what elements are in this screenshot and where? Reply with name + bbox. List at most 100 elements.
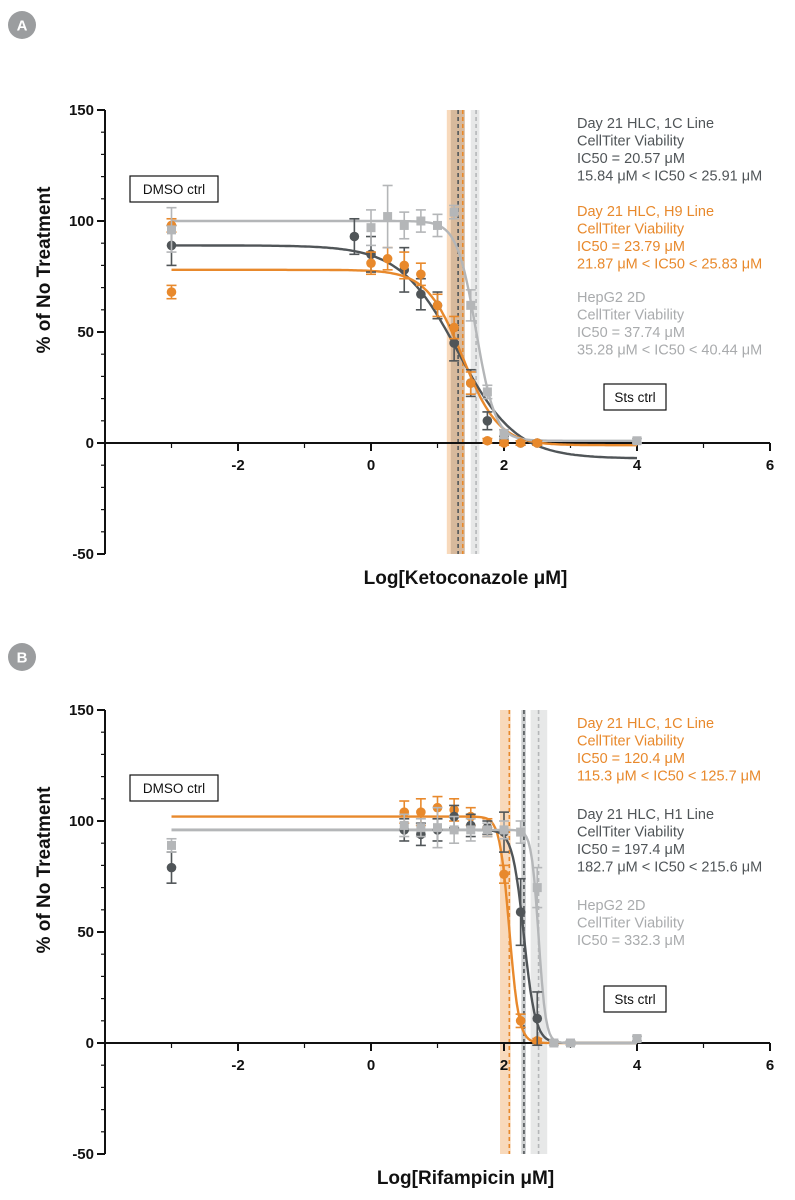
data-point bbox=[416, 289, 426, 300]
data-point bbox=[366, 223, 376, 233]
x-axis-title: Log[Rifampicin μM] bbox=[377, 1168, 554, 1189]
ic50-annotation-line: CellTiter Viability bbox=[577, 734, 685, 750]
data-point bbox=[416, 807, 426, 817]
data-point bbox=[499, 825, 509, 835]
x-tick-label: 4 bbox=[633, 1057, 642, 1074]
x-axis-title: Log[Ketoconazole μM] bbox=[364, 568, 568, 589]
ic50-annotation-line: IC50 = 23.79 μM bbox=[577, 239, 685, 255]
sts-ctrl-label: Sts ctrl bbox=[614, 992, 655, 1007]
data-point bbox=[532, 883, 542, 893]
ic50-annotation-line: IC50 = 120.4 μM bbox=[577, 751, 685, 767]
panel-A: A -50 0 50 100 150 -2 0 2 4 6 Log[Ketoconazole μM]%… bbox=[8, 11, 774, 589]
data-point bbox=[532, 438, 543, 448]
data-point bbox=[382, 253, 393, 264]
x-tick-label: 2 bbox=[500, 1057, 508, 1074]
y-tick-label: 50 bbox=[77, 324, 94, 341]
data-point bbox=[416, 269, 426, 280]
y-tick-label: -50 bbox=[72, 546, 94, 563]
ic50-annotation-line: IC50 = 20.57 μM bbox=[577, 151, 685, 167]
data-point bbox=[466, 825, 476, 835]
ic50-annotation-line: 21.87 μM < IC50 < 25.83 μM bbox=[577, 257, 762, 273]
data-point bbox=[449, 322, 459, 333]
fit-curve bbox=[171, 828, 637, 1045]
y-tick-label: 0 bbox=[86, 1035, 94, 1052]
sts-ctrl-box bbox=[603, 383, 667, 411]
data-point bbox=[399, 220, 409, 230]
data-point bbox=[399, 260, 410, 271]
y-tick-label: 100 bbox=[69, 813, 94, 830]
x-tick-label: 2 bbox=[500, 457, 508, 474]
data-point bbox=[482, 387, 492, 397]
dmso-ctrl-label: DMSO ctrl bbox=[143, 781, 205, 796]
data-point bbox=[399, 820, 409, 830]
data-point bbox=[167, 840, 176, 850]
data-point bbox=[449, 338, 459, 348]
fit-curve bbox=[171, 828, 637, 1045]
ic50-annotation-line: HepG2 2D bbox=[577, 290, 646, 306]
ic50-annotation-line: IC50 = 197.4 μM bbox=[577, 842, 685, 858]
ic50-annotation-line: CellTiter Viability bbox=[577, 222, 685, 238]
data-point bbox=[482, 416, 493, 426]
data-point bbox=[166, 862, 177, 873]
ic50-annotation-line: 182.7 μM < IC50 < 215.6 μM bbox=[577, 860, 762, 876]
data-point bbox=[515, 1016, 526, 1026]
dmso-ctrl-box bbox=[129, 175, 219, 203]
data-point bbox=[366, 258, 376, 268]
ic50-annotation-line: CellTiter Viability bbox=[577, 308, 685, 324]
fit-curve bbox=[171, 268, 637, 447]
ic50-annotation-line: Day 21 HLC, 1C Line bbox=[577, 116, 714, 132]
y-tick-label: 0 bbox=[86, 435, 94, 452]
y-tick-label: 50 bbox=[77, 924, 94, 941]
data-point bbox=[499, 869, 509, 880]
data-point bbox=[482, 435, 493, 446]
data-point bbox=[499, 438, 509, 448]
y-tick-label: 150 bbox=[69, 702, 94, 719]
ic50-annotation-line: IC50 = 332.3 μM bbox=[577, 933, 685, 949]
x-tick-label: 0 bbox=[367, 1057, 375, 1074]
y-tick-label: -50 bbox=[72, 1146, 94, 1163]
data-point bbox=[383, 212, 393, 222]
data-point bbox=[499, 429, 509, 439]
y-tick-label: 100 bbox=[69, 213, 94, 230]
ic50-annotation-line: HepG2 2D bbox=[577, 898, 646, 914]
sts-ctrl-box bbox=[603, 985, 667, 1013]
ic50-annotation-line: 15.84 μM < IC50 < 25.91 μM bbox=[577, 169, 762, 185]
x-tick-label: 0 bbox=[367, 457, 375, 474]
data-point bbox=[349, 231, 360, 242]
ic50-annotation-line: CellTiter Viability bbox=[577, 825, 685, 841]
x-tick-label: 4 bbox=[633, 457, 642, 474]
ic50-annotation-line: Day 21 HLC, 1C Line bbox=[577, 716, 714, 732]
x-tick-label: 6 bbox=[766, 457, 774, 474]
data-point bbox=[449, 825, 459, 835]
data-point bbox=[549, 1038, 559, 1048]
data-point bbox=[167, 225, 176, 235]
data-point bbox=[516, 827, 526, 837]
ic50-annotation-line: 35.28 μM < IC50 < 40.44 μM bbox=[577, 343, 762, 359]
data-point bbox=[482, 825, 492, 835]
ic50-annotation-line: Day 21 HLC, H9 Line bbox=[577, 204, 714, 220]
x-tick-label: -2 bbox=[231, 457, 244, 474]
data-point bbox=[416, 216, 426, 226]
y-axis-title: % of No Treatment bbox=[34, 186, 55, 353]
y-axis-title: % of No Treatment bbox=[34, 786, 55, 953]
data-point bbox=[449, 207, 459, 217]
x-tick-label: -2 bbox=[231, 1057, 244, 1074]
data-point bbox=[566, 1038, 575, 1048]
panel-B: B -50 0 50 100 150 -2 0 2 4 6 Log[Rifampicin μM] % o… bbox=[8, 643, 774, 1189]
data-point bbox=[515, 907, 526, 917]
data-point bbox=[432, 300, 443, 311]
dmso-ctrl-label: DMSO ctrl bbox=[143, 182, 205, 197]
panel-label: B bbox=[17, 650, 28, 667]
ic50-ci-band bbox=[500, 710, 511, 1154]
fit-curve bbox=[171, 815, 637, 1045]
data-point bbox=[465, 378, 476, 388]
dmso-ctrl-box bbox=[129, 774, 219, 802]
sts-ctrl-label: Sts ctrl bbox=[614, 390, 655, 405]
data-point bbox=[416, 823, 426, 833]
data-point bbox=[515, 438, 526, 448]
data-point bbox=[433, 823, 442, 833]
ic50-annotation-line: CellTiter Viability bbox=[577, 916, 685, 932]
panel-badge bbox=[8, 643, 36, 671]
y-tick-label: 150 bbox=[69, 102, 94, 119]
